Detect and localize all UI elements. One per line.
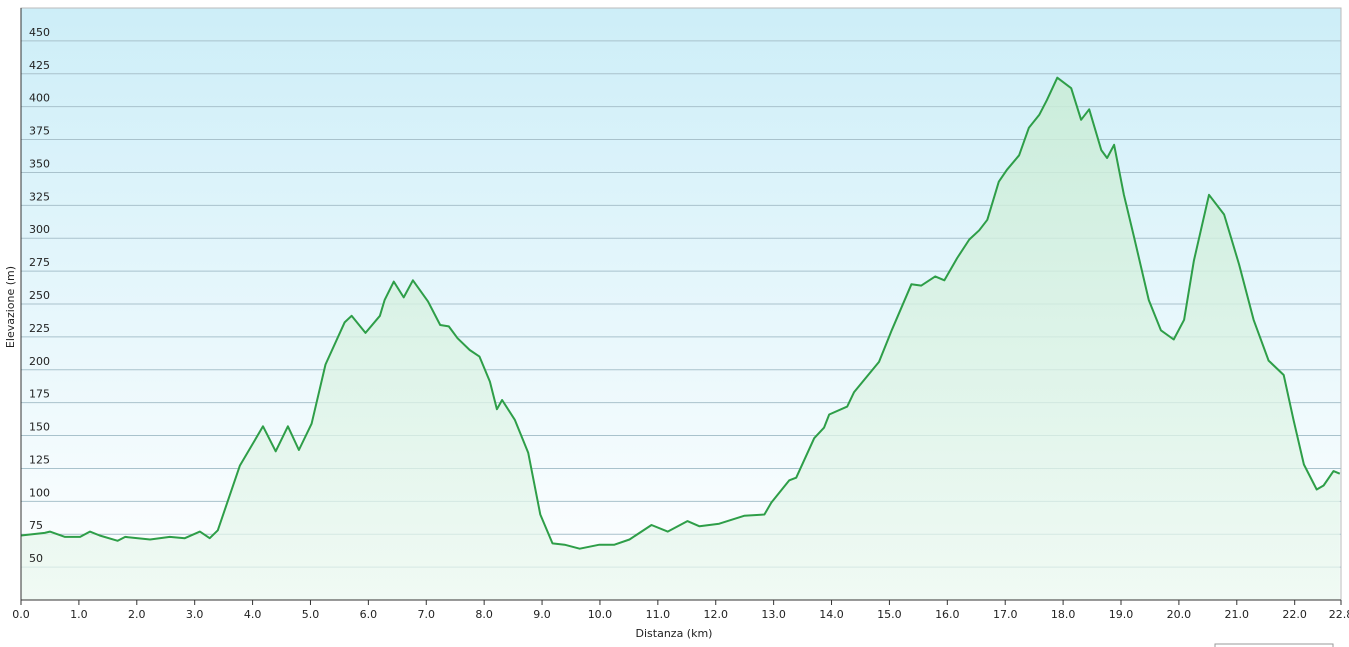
y-tick-label: 100 [29,486,50,499]
x-tick-label: 22.0 [1282,608,1307,621]
elevation-line [20,76,1341,550]
area-fill [21,77,1340,600]
x-tick-label: 1.0 [70,608,88,621]
y-tick-label: 50 [29,552,43,565]
x-tick-label: 11.0 [646,608,671,621]
x-tick-label: 22.8 [1329,608,1349,621]
x-tick-label: 6.0 [360,608,378,621]
x-tick-label: 17.0 [993,608,1018,621]
x-tick-label: 19.0 [1109,608,1134,621]
y-tick-label: 150 [29,421,50,434]
y-tick-label: 250 [29,289,50,302]
y-axis-label: Elevazione (m) [4,266,17,348]
scroll-box [1214,643,1334,647]
x-tick-label: 15.0 [877,608,902,621]
x-tick-label: 4.0 [244,608,262,621]
y-tick-label: 275 [29,256,50,269]
y-tick-label: 350 [29,157,50,170]
y-tick-label: 325 [29,190,50,203]
y-tick-label: 450 [29,26,50,39]
x-tick-label: 18.0 [1051,608,1076,621]
x-tick-label: 0.0 [12,608,30,621]
x-tick-label: 5.0 [302,608,320,621]
x-tick-label: 9.0 [533,608,551,621]
y-tick-label: 400 [29,92,50,105]
x-tick-label: 20.0 [1167,608,1192,621]
y-tick-label: 225 [29,322,50,335]
x-tick-label: 12.0 [703,608,728,621]
x-tick-label: 14.0 [819,608,844,621]
y-tick-label: 425 [29,59,50,72]
x-tick-label: 16.0 [935,608,960,621]
y-tick-label: 300 [29,223,50,236]
x-tick-label: 10.0 [588,608,613,621]
x-tick-label: 2.0 [128,608,146,621]
x-tick-label: 21.0 [1225,608,1250,621]
y-tick-label: 200 [29,355,50,368]
y-tick-label: 125 [29,453,50,466]
x-tick-label: 8.0 [475,608,493,621]
y-tick-label: 375 [29,125,50,138]
x-tick-label: 13.0 [761,608,786,621]
x-axis-label: Distanza (km) [636,627,713,640]
x-tick-label: 7.0 [418,608,436,621]
x-tick-label: 3.0 [186,608,204,621]
y-tick-label: 75 [29,519,43,532]
y-tick-label: 175 [29,388,50,401]
